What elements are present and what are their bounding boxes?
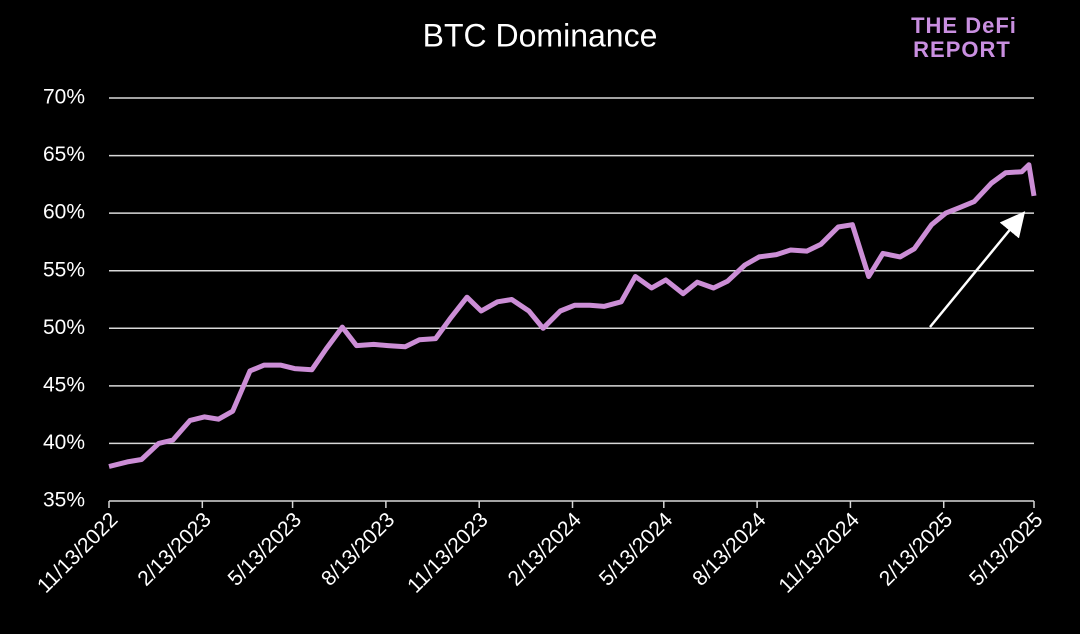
x-tick-label: 2/13/2024 [504, 508, 587, 591]
x-tick-label: 8/13/2023 [317, 508, 399, 590]
x-tick-label: 2/13/2025 [875, 508, 957, 590]
logo-line: THE DeFi [911, 13, 1017, 38]
x-tick-label: 2/13/2023 [133, 508, 215, 590]
y-tick-label: 50% [43, 316, 85, 339]
arrow [929, 211, 1026, 328]
data-line [108, 162, 1037, 469]
x-tick-label: 5/13/2025 [965, 508, 1047, 590]
y-tick-label: 55% [43, 258, 85, 281]
x-tick-label: 11/13/2024 [774, 508, 864, 598]
x-tick-label: 5/13/2023 [224, 508, 306, 590]
x-tick-label: 11/13/2022 [33, 508, 122, 597]
x-tick-label: 8/13/2024 [688, 508, 771, 591]
y-tick-label: 60% [43, 201, 85, 224]
y-tick-label: 70% [43, 86, 85, 109]
y-tick-label: 65% [43, 143, 85, 166]
logo-line: REPORT [913, 37, 1011, 62]
y-tick-label: 40% [43, 431, 85, 454]
chart-title: BTC Dominance [423, 17, 658, 53]
y-tick-label: 45% [43, 373, 85, 396]
x-tick-label: 5/13/2024 [595, 508, 678, 591]
y-tick-label: 35% [43, 489, 85, 512]
x-tick-label: 11/13/2023 [403, 508, 492, 597]
